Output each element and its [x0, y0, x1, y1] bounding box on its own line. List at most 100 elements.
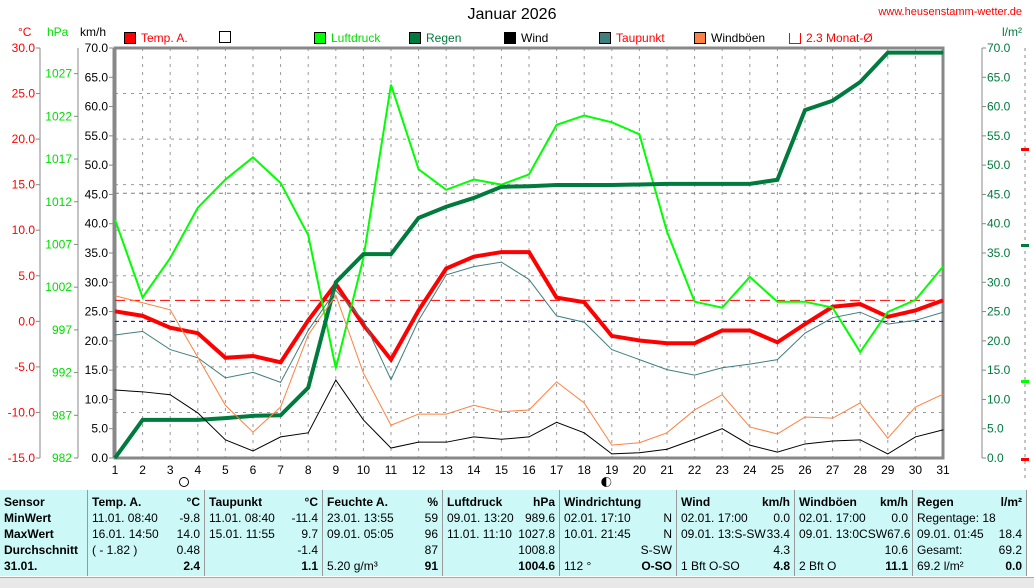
x-tick-label: 23 — [716, 463, 730, 477]
data-point — [418, 217, 420, 219]
data-point — [197, 207, 199, 209]
stats-value: 0.48 — [176, 543, 200, 557]
data-point — [500, 261, 502, 263]
data-point — [114, 457, 116, 459]
data-point — [197, 412, 199, 414]
kmh-tick-label: 60.0 — [85, 100, 109, 114]
stats-label: 31.01. — [4, 559, 38, 573]
data-point — [666, 342, 668, 344]
stats-row: 11.01. 08:40 -11.4 — [209, 510, 318, 526]
stats-value: 2.4 — [183, 559, 200, 573]
data-point — [445, 267, 447, 269]
stats-value: 11.1 — [885, 559, 908, 573]
lm2-tick-label: 50.0 — [987, 158, 1011, 172]
data-point — [583, 432, 585, 434]
stats-row: Temp. A. °C — [92, 494, 200, 510]
data-point — [666, 448, 668, 450]
lm2-tick-label: 40.0 — [987, 217, 1011, 231]
stats-column: Wind km/h 02.01. 17:00 0.0 09.01. 13:S-SW 33.… — [677, 490, 795, 576]
data-point — [776, 359, 778, 361]
kmh-tick-label: 45.0 — [85, 187, 109, 201]
stats-value: -1.4 — [297, 543, 318, 557]
hpa-tick-label: 1022 — [45, 109, 72, 123]
stats-row: 15.01. 11:55 9.7 — [209, 526, 318, 542]
data-point — [280, 414, 282, 416]
kmh-tick-label: 5.0 — [91, 422, 108, 436]
stats-value: 18.4 — [998, 527, 1022, 541]
stats-column: Feuchte A.% 23.01. 13:55 59 09.01. 05:05 96 8… — [323, 490, 443, 576]
stats-value: 10.6 — [884, 543, 908, 557]
current-value-marker — [1021, 458, 1029, 461]
stats-value: N — [663, 527, 672, 541]
stats-row: 09.01. 01:45 18.4 — [917, 526, 1022, 542]
data-point — [307, 432, 309, 434]
stats-label: Sensor — [4, 495, 45, 509]
data-point — [694, 409, 696, 411]
celsius-unit: °C — [18, 25, 32, 39]
data-point — [583, 301, 585, 303]
stats-label: Gesamt: — [917, 543, 963, 557]
lm2-tick-label: 25.0 — [987, 305, 1011, 319]
stats-label: 09.01. 13:20 — [447, 511, 514, 525]
stats-label: Feuchte A. — [327, 495, 388, 509]
stats-value: 4.8 — [773, 559, 790, 573]
stats-label: 112 ° — [564, 559, 592, 573]
data-point — [832, 317, 834, 319]
data-point — [169, 394, 171, 396]
stats-label: 23.01. 13:55 — [327, 511, 394, 525]
data-point — [749, 329, 751, 331]
data-point — [335, 289, 337, 291]
legend-item: Taupunkt — [599, 31, 665, 45]
data-point — [445, 274, 447, 276]
data-point — [362, 257, 364, 259]
data-point — [197, 332, 199, 334]
data-point — [942, 299, 944, 301]
stats-label: 16.01. 14:50 — [92, 527, 159, 541]
x-tick-label: 16 — [522, 463, 536, 477]
data-point — [804, 323, 806, 325]
data-point — [142, 315, 144, 317]
data-point — [859, 311, 861, 313]
data-point — [252, 371, 254, 373]
lm2-tick-label: 35.0 — [987, 246, 1011, 260]
data-point — [280, 436, 282, 438]
data-point — [887, 311, 889, 313]
stats-row: 1008.8 — [447, 542, 555, 558]
data-point — [694, 438, 696, 440]
kmh-tick-label: 70.0 — [85, 41, 109, 55]
data-point — [611, 184, 613, 186]
data-point — [749, 426, 751, 428]
data-point — [418, 413, 420, 415]
x-tick-label: 31 — [936, 463, 950, 477]
kmh-tick-label: 50.0 — [85, 158, 109, 172]
data-point — [252, 450, 254, 452]
lm2-tick-label: 65.0 — [987, 70, 1011, 84]
data-point — [583, 321, 585, 323]
hpa-tick-label: 982 — [52, 451, 72, 465]
data-point — [914, 299, 916, 301]
data-point — [142, 296, 144, 298]
full-moon-icon — [179, 477, 189, 487]
legend-item — [219, 31, 236, 43]
site-url-link[interactable]: www.heusenstamm-wetter.de — [878, 6, 1022, 18]
data-point — [942, 266, 944, 268]
data-point — [390, 359, 392, 361]
stats-value: 989.6 — [524, 511, 555, 525]
stats-row: Luftdruck hPa — [447, 494, 555, 510]
data-point — [638, 442, 640, 444]
data-point — [638, 133, 640, 135]
data-point — [224, 179, 226, 181]
stats-value: °C — [304, 495, 318, 509]
data-point — [887, 316, 889, 318]
data-point — [169, 419, 171, 421]
stats-column: Luftdruck hPa 09.01. 13:20 989.6 11.01. 11:1… — [443, 490, 560, 576]
stats-value: % — [427, 495, 438, 509]
x-tick-label: 9 — [332, 463, 339, 477]
stats-row: MaxWert — [4, 526, 83, 542]
celsius-tick-label: 20.0 — [12, 132, 36, 146]
lm2-tick-label: 70.0 — [987, 41, 1011, 55]
data-point — [887, 437, 889, 439]
stats-value: 0.0 — [891, 511, 908, 525]
data-point — [280, 361, 282, 363]
data-point — [473, 256, 475, 258]
